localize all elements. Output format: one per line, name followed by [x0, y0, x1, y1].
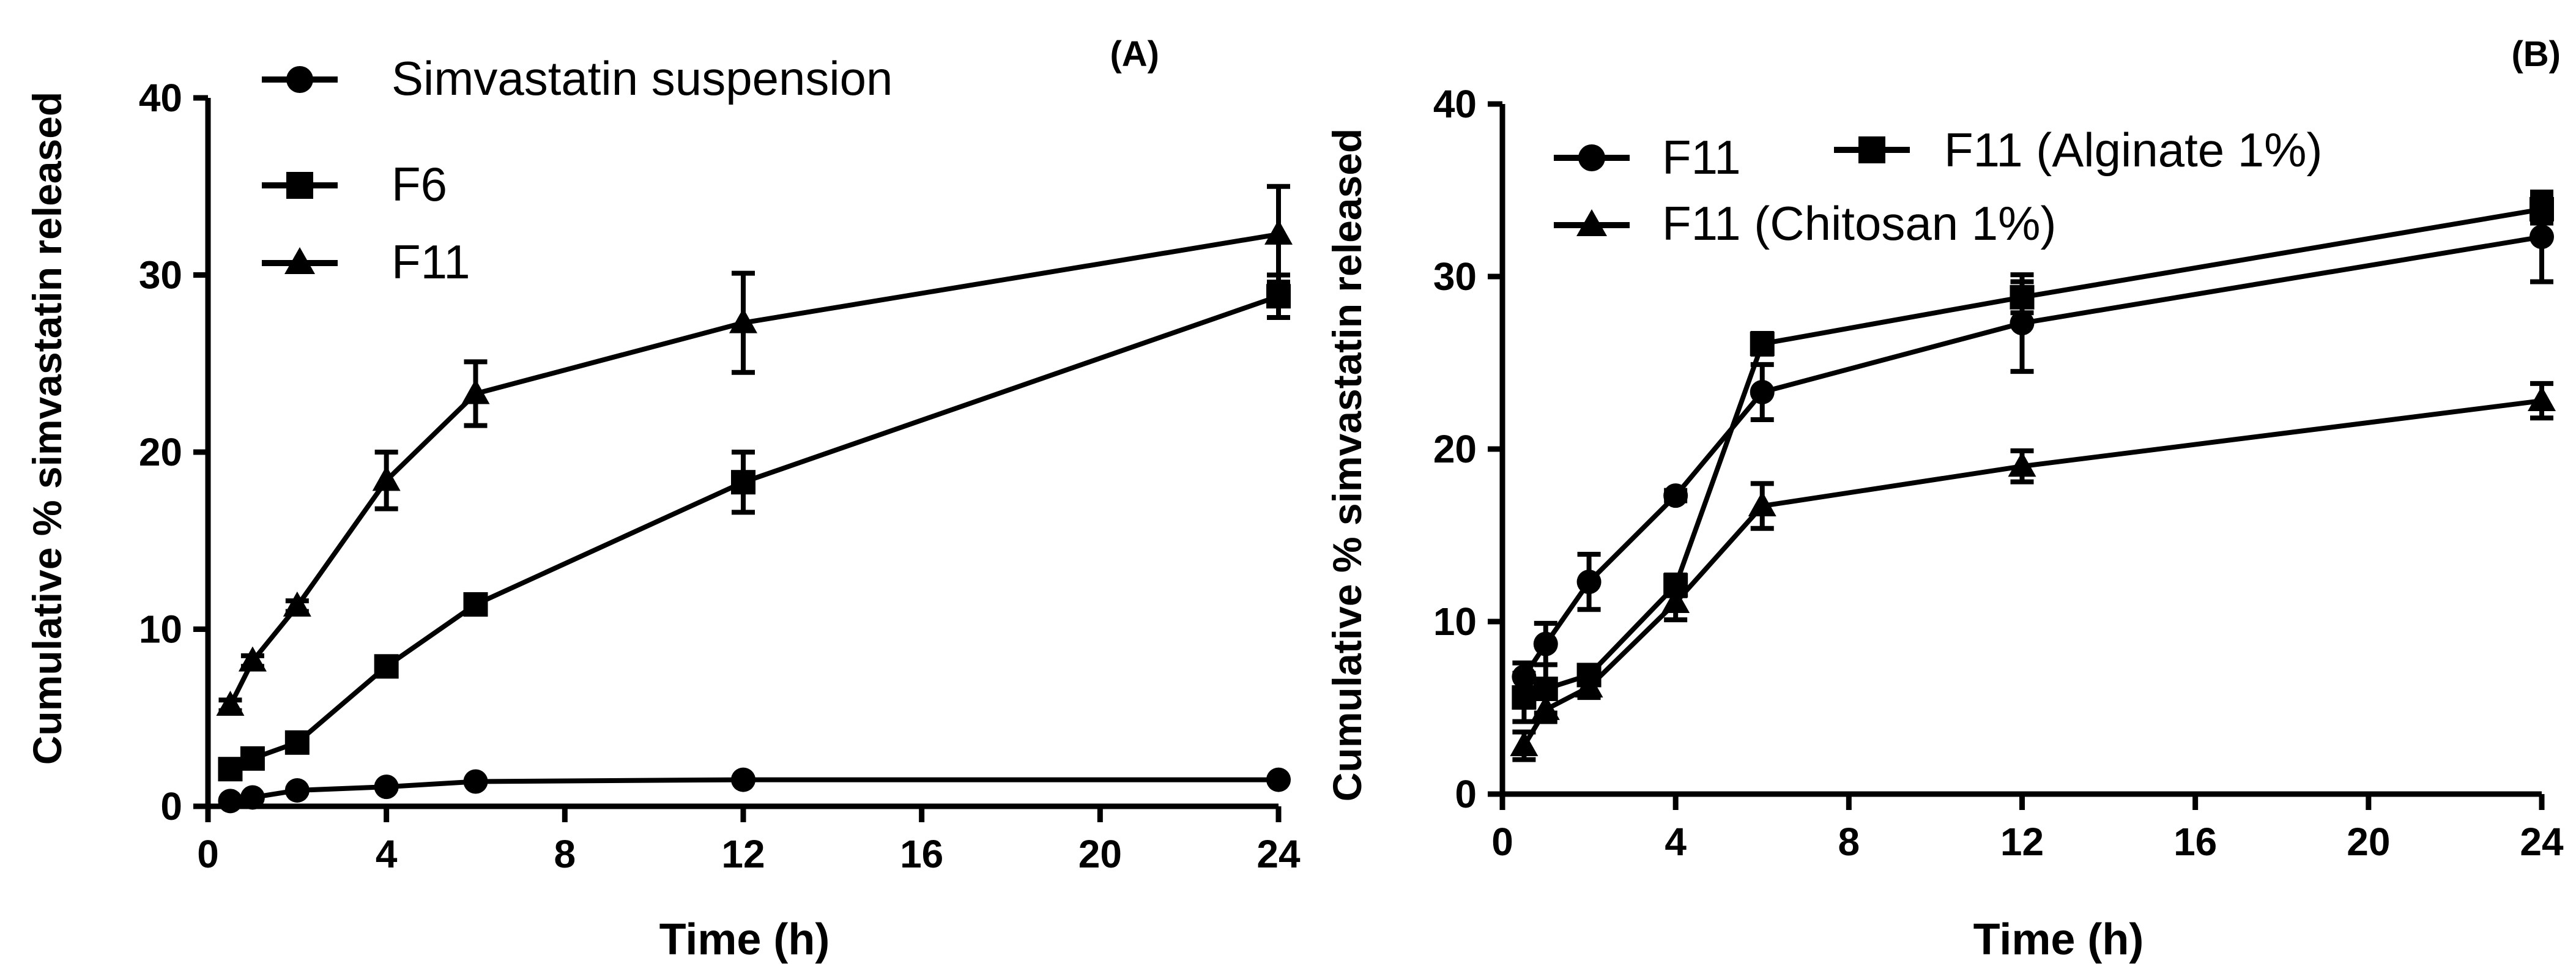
panel-a-x-tick-label: 4 — [376, 832, 398, 876]
panel-a-x-axis-title: Time (h) — [659, 915, 830, 964]
panel-b-x-tick-label: 0 — [1491, 820, 1513, 864]
data-point-simvastatin-suspension — [374, 775, 399, 800]
series-f11 — [1512, 189, 2554, 693]
legend-swatch-f11-alginate — [1834, 136, 1910, 163]
legend-entry-f11-alginate: F11 (Alginate 1%) — [1834, 123, 2323, 177]
panel-a-x-tick-label: 24 — [1256, 832, 1301, 876]
legend-swatch-f11 — [1554, 144, 1630, 171]
legend-swatch-simvastatin-suspension — [262, 66, 338, 93]
panel-a-y-tick-label: 20 — [139, 430, 182, 474]
data-point-f11 — [238, 646, 267, 672]
series-simvastatin-suspension — [218, 767, 1291, 814]
panel-a-x-tick-label: 12 — [721, 832, 765, 876]
data-point-simvastatin-suspension — [463, 769, 488, 794]
panel-a-x-tick-label: 16 — [900, 832, 943, 876]
data-point-f11 — [1264, 219, 1293, 245]
panel-a-x-tick-label: 20 — [1078, 832, 1122, 876]
panel-b-x-tick-label: 4 — [1665, 820, 1687, 864]
data-point-f11-chitosan-1 — [1661, 587, 1690, 613]
legend-label-f6: F6 — [392, 157, 447, 211]
panel-b-y-tick-label: 30 — [1433, 254, 1477, 299]
panel-b-x-tick-label: 8 — [1838, 820, 1860, 864]
series-f11 — [216, 184, 1293, 716]
panel-b-x-tick-label: 20 — [2347, 820, 2390, 864]
panel-a-x-tick-label: 0 — [197, 832, 219, 876]
data-point-f11-alginate-1 — [1512, 685, 1537, 710]
panel-a-legend: Simvastatin suspension F6 F11 — [262, 51, 893, 289]
panel-b-y-tick-label: 20 — [1433, 427, 1477, 471]
data-point-f11-alginate-1 — [2530, 197, 2554, 222]
data-point-f11-chitosan-1 — [1748, 491, 1776, 517]
data-point-f11 — [216, 690, 245, 716]
panel-a-y-tick-label: 10 — [139, 607, 182, 652]
data-point-simvastatin-suspension — [731, 767, 755, 792]
panel-b-y-tick-label: 40 — [1433, 82, 1477, 126]
panel-b-x-tick-label: 12 — [2000, 820, 2044, 864]
panel-a-chart: (A) Cumulative % simvastatin released Ti… — [24, 34, 1301, 964]
legend-entry-f6: F6 — [262, 157, 447, 211]
data-point-f11 — [2530, 225, 2554, 250]
series-f6 — [218, 272, 1291, 782]
data-point-f6 — [218, 757, 243, 782]
data-point-simvastatin-suspension — [1266, 767, 1291, 792]
data-point-f6 — [284, 730, 310, 755]
panel-a-y-tick-label: 40 — [139, 76, 182, 120]
panel-a-y-tick-label: 30 — [139, 253, 182, 297]
data-point-f11-chitosan-1 — [2008, 451, 2036, 477]
data-point-f6 — [463, 592, 488, 617]
data-point-f11 — [1750, 379, 1775, 404]
data-point-f11 — [1576, 570, 1602, 595]
legend-swatch-f11 — [262, 247, 338, 274]
legend-swatch-f11-chitosan — [1554, 209, 1630, 236]
legend-label-f11: F11 — [392, 235, 470, 289]
legend-label-f11: F11 — [1662, 130, 1741, 184]
legend-label-simvastatin-suspension: Simvastatin suspension — [392, 51, 893, 105]
data-point-f11-chitosan-1 — [1510, 731, 1539, 757]
data-point-f11-alginate-1 — [2010, 284, 2035, 310]
panel-b-x-tick-label: 24 — [2520, 820, 2564, 864]
panel-b-legend: F11 F11 (Alginate 1%) F11 (Chitosan 1%) — [1554, 123, 2323, 250]
panel-b-y-tick-label: 10 — [1433, 600, 1477, 644]
panel-a-y-axis-title: Cumulative % simvastatin released — [24, 92, 70, 765]
panel-a-tag: (A) — [1110, 34, 1159, 74]
data-point-f6 — [240, 746, 265, 771]
legend-entry-f11-chitosan: F11 (Chitosan 1%) — [1554, 196, 2057, 250]
data-point-simvastatin-suspension — [240, 785, 265, 810]
data-point-f11 — [372, 466, 401, 491]
panel-a-y-tick-label: 0 — [160, 784, 182, 828]
data-point-f11-chitosan-1 — [2528, 386, 2556, 412]
data-point-f11-chitosan-1 — [1531, 694, 1560, 720]
data-point-f11-chitosan-1 — [1575, 672, 1603, 698]
data-point-simvastatin-suspension — [218, 789, 243, 814]
legend-swatch-f6 — [262, 172, 338, 199]
data-point-simvastatin-suspension — [284, 778, 310, 803]
data-point-f11 — [1663, 483, 1688, 508]
legend-entry-f11: F11 — [1554, 130, 1741, 184]
legend-label-f11-alginate: F11 (Alginate 1%) — [1944, 123, 2323, 177]
legend-entry-f11: F11 — [262, 235, 470, 289]
panel-b-x-tick-label: 16 — [2173, 820, 2217, 864]
panel-b-chart: (B) Cumulative % simvastatin released Ti… — [1324, 34, 2564, 964]
legend-label-f11-chitosan: F11 (Chitosan 1%) — [1662, 196, 2057, 250]
panel-a-x-tick-label: 8 — [554, 832, 576, 876]
data-point-f11 — [729, 308, 757, 333]
data-point-f6 — [731, 470, 755, 495]
panel-b-y-tick-label: 0 — [1455, 772, 1477, 816]
data-point-f6 — [1266, 284, 1291, 309]
data-point-f11 — [283, 591, 311, 617]
panel-b-x-axis-title: Time (h) — [1973, 915, 2144, 964]
legend-entry-simvastatin-suspension: Simvastatin suspension — [262, 51, 893, 105]
panel-b-y-axis-title: Cumulative % simvastatin released — [1324, 128, 1370, 801]
data-point-f6 — [374, 654, 399, 679]
series-line-f6 — [229, 294, 1280, 771]
panel-b-tag: (B) — [2511, 34, 2561, 74]
data-point-f11 — [2010, 311, 2035, 336]
data-point-f11-alginate-1 — [1750, 331, 1775, 356]
data-point-f11 — [461, 379, 490, 404]
series-f11-chitosan-1 — [1510, 381, 2556, 762]
data-point-f11 — [1533, 631, 1558, 656]
